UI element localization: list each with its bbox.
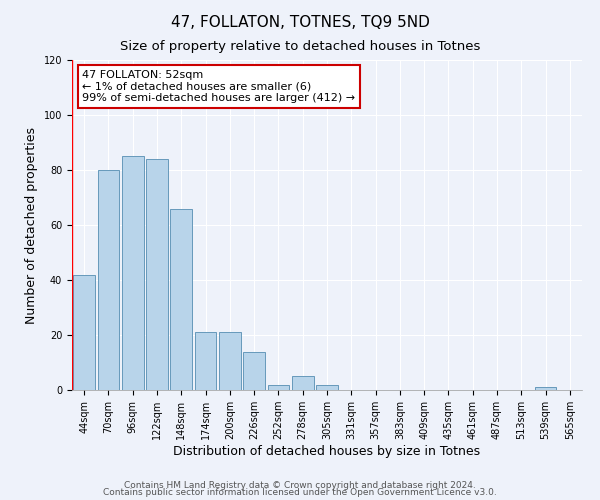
Text: Size of property relative to detached houses in Totnes: Size of property relative to detached ho… (120, 40, 480, 53)
Text: 47 FOLLATON: 52sqm
← 1% of detached houses are smaller (6)
99% of semi-detached : 47 FOLLATON: 52sqm ← 1% of detached hous… (82, 70, 355, 103)
Bar (268, 384, 289, 390)
Text: Contains HM Land Registry data © Crown copyright and database right 2024.: Contains HM Land Registry data © Crown c… (124, 480, 476, 490)
Bar (97, 170, 119, 390)
Bar (170, 208, 192, 390)
Bar (292, 376, 314, 390)
Text: Contains public sector information licensed under the Open Government Licence v3: Contains public sector information licen… (103, 488, 497, 497)
X-axis label: Distribution of detached houses by size in Totnes: Distribution of detached houses by size … (173, 445, 481, 458)
Bar (535, 387, 556, 390)
Bar (146, 159, 168, 390)
Bar (316, 384, 338, 390)
Y-axis label: Number of detached properties: Number of detached properties (25, 126, 38, 324)
Bar (243, 352, 265, 390)
Bar (122, 156, 143, 390)
Bar (219, 332, 241, 390)
Bar (194, 332, 217, 390)
Text: 47, FOLLATON, TOTNES, TQ9 5ND: 47, FOLLATON, TOTNES, TQ9 5ND (170, 15, 430, 30)
Bar (73, 274, 95, 390)
